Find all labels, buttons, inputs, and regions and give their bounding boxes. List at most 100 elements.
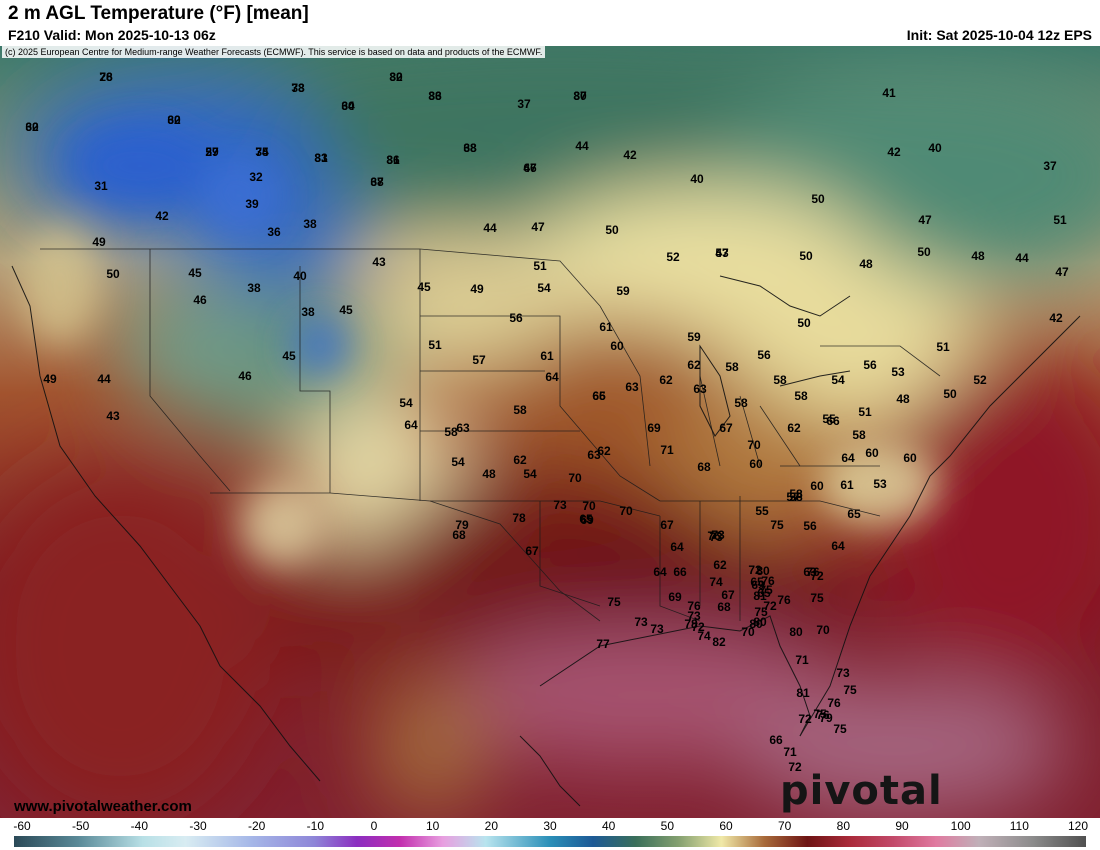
temperature-value-label: 68 bbox=[717, 600, 731, 614]
colorbar-tick-label: -20 bbox=[247, 819, 266, 833]
temperature-value-label: 42 bbox=[155, 209, 169, 223]
temperature-value-label: 45 bbox=[188, 266, 202, 280]
temperature-value-label: 54 bbox=[523, 467, 537, 481]
temperature-value-label: 75 bbox=[607, 595, 621, 609]
temperature-value-label: 57 bbox=[472, 353, 486, 367]
temperature-value-label: 63 bbox=[803, 565, 817, 579]
temperature-value-label: 58 bbox=[734, 396, 748, 410]
colorbar-tick-label: 30 bbox=[543, 819, 557, 833]
temperature-value-label: 75 bbox=[843, 683, 857, 697]
temperature-value-label: 72 bbox=[810, 569, 824, 583]
temperature-value-label: 62 bbox=[597, 444, 611, 458]
temperature-value-label: 80 bbox=[389, 70, 403, 84]
temperature-value-label: 75 bbox=[810, 591, 824, 605]
colorbar-tick-label: -10 bbox=[306, 819, 324, 833]
temperature-value-label: 37 bbox=[517, 97, 531, 111]
temperature-value-label: 72 bbox=[691, 620, 705, 634]
temperature-value-label: 54 bbox=[537, 281, 551, 295]
temperature-value-label: 65 bbox=[757, 586, 771, 600]
temperature-value-label: 63 bbox=[587, 448, 601, 462]
temperature-value-label: 70 bbox=[741, 625, 755, 639]
colorbar-tick-label: 80 bbox=[836, 819, 851, 833]
temperature-value-label: 75 bbox=[833, 722, 847, 736]
website-link[interactable]: www.pivotalweather.com bbox=[14, 798, 192, 815]
temperature-value-label: 43 bbox=[106, 409, 120, 423]
us-mexico-border bbox=[210, 492, 601, 622]
temperature-value-label: 44 bbox=[97, 372, 111, 386]
temperature-value-label: 67 bbox=[525, 544, 539, 558]
temperature-value-label: 40 bbox=[690, 172, 704, 186]
temperature-value-label: 65 bbox=[579, 512, 593, 526]
temperature-value-label: 58 bbox=[852, 428, 866, 442]
temperature-value-label: 46 bbox=[193, 293, 207, 307]
temperature-value-label: 83 bbox=[428, 89, 442, 103]
temperature-value-label: 50 bbox=[605, 223, 619, 237]
temperature-value-label: 66 bbox=[826, 414, 840, 428]
temperature-value-label: 67 bbox=[660, 518, 674, 532]
temperature-value-label: 80 bbox=[753, 615, 767, 629]
temperature-value-label: 81 bbox=[314, 151, 328, 165]
temperature-value-label: 37 bbox=[573, 89, 587, 103]
temperature-value-label: 68 bbox=[697, 460, 711, 474]
temperature-value-label: 45 bbox=[417, 280, 431, 294]
temperature-value-label: 81 bbox=[753, 589, 767, 603]
temperature-value-label: 71 bbox=[795, 653, 809, 667]
colorbar-labels: -60 -50 -40 -30 -20 -10 0 10 20 30 40 50 60 70 80 90 100… bbox=[0, 819, 1100, 833]
temperature-value-label: 52 bbox=[666, 250, 680, 264]
temperature-value-label: 50 bbox=[106, 267, 120, 281]
temperature-value-label: 75 bbox=[813, 707, 827, 721]
temperature-value-label: 72 bbox=[798, 712, 812, 726]
temperature-value-label: 64 bbox=[404, 418, 418, 432]
valid-time: F210 Valid: Mon 2025-10-13 06z bbox=[8, 27, 216, 43]
temperature-value-label: 32 bbox=[249, 170, 263, 184]
temperature-value-label: 52 bbox=[973, 373, 987, 387]
temperature-value-label: 50 bbox=[917, 245, 931, 259]
colorbar-tick-label: 50 bbox=[660, 819, 675, 833]
temperature-value-label: 78 bbox=[684, 617, 698, 631]
temperature-value-label: 38 bbox=[247, 281, 261, 295]
temperature-value-label: 44 bbox=[483, 221, 497, 235]
temperature-value-label: 46 bbox=[238, 369, 252, 383]
temperature-value-label: 36 bbox=[386, 153, 400, 167]
temperature-value-label: 29 bbox=[205, 145, 219, 159]
temperature-value-label: 34 bbox=[255, 145, 269, 159]
detail-field bbox=[20, 126, 940, 566]
colorbar-tick-label: 110 bbox=[1009, 819, 1029, 833]
us-canada-border bbox=[40, 248, 601, 307]
temperature-value-label: 56 bbox=[863, 358, 877, 372]
temperature-value-label: 78 bbox=[291, 81, 305, 95]
temperature-value-label: 58 bbox=[513, 403, 527, 417]
temperature-value-label: 76 bbox=[707, 529, 721, 543]
temperature-value-label: 42 bbox=[887, 145, 901, 159]
pacific-coast bbox=[11, 265, 321, 782]
temperature-value-label: 49 bbox=[470, 282, 484, 296]
temperature-value-label: 60 bbox=[865, 446, 879, 460]
temperature-value-label: 28 bbox=[99, 70, 113, 84]
temperature-value-label: 72 bbox=[788, 760, 802, 774]
temperature-value-label: 33 bbox=[291, 81, 305, 95]
temperature-value-label: 58 bbox=[773, 373, 787, 387]
temperature-value-label: 60 bbox=[25, 120, 39, 134]
temperature-value-label: 81 bbox=[386, 153, 400, 167]
temperature-value-label: 66 bbox=[673, 565, 687, 579]
temperature-value-label: 62 bbox=[687, 358, 701, 372]
temperature-value-label: 36 bbox=[267, 225, 281, 239]
temperature-value-label: 53 bbox=[873, 477, 887, 491]
temperature-value-label: 69 bbox=[580, 513, 594, 527]
temperature-value-label: 56 bbox=[803, 519, 817, 533]
temperature-value-label: 73 bbox=[634, 615, 648, 629]
temperature-value-label: 79 bbox=[819, 711, 833, 725]
temperature-value-label: 47 bbox=[715, 246, 729, 260]
temperature-value-label: 34 bbox=[341, 99, 355, 113]
colorbar-tick-label: -30 bbox=[189, 819, 207, 833]
colorbar-tick-label: 70 bbox=[777, 819, 792, 833]
temperature-value-label: 51 bbox=[858, 405, 872, 419]
temperature-value-label: 73 bbox=[687, 609, 701, 623]
temperature-value-label: 41 bbox=[882, 86, 896, 100]
coastlines bbox=[11, 265, 1081, 807]
temperature-value-label: 70 bbox=[582, 499, 596, 513]
temperature-value-label: 55 bbox=[822, 412, 836, 426]
temperature-value-label: 58 bbox=[789, 490, 803, 504]
temperature-value-label: 48 bbox=[896, 392, 910, 406]
